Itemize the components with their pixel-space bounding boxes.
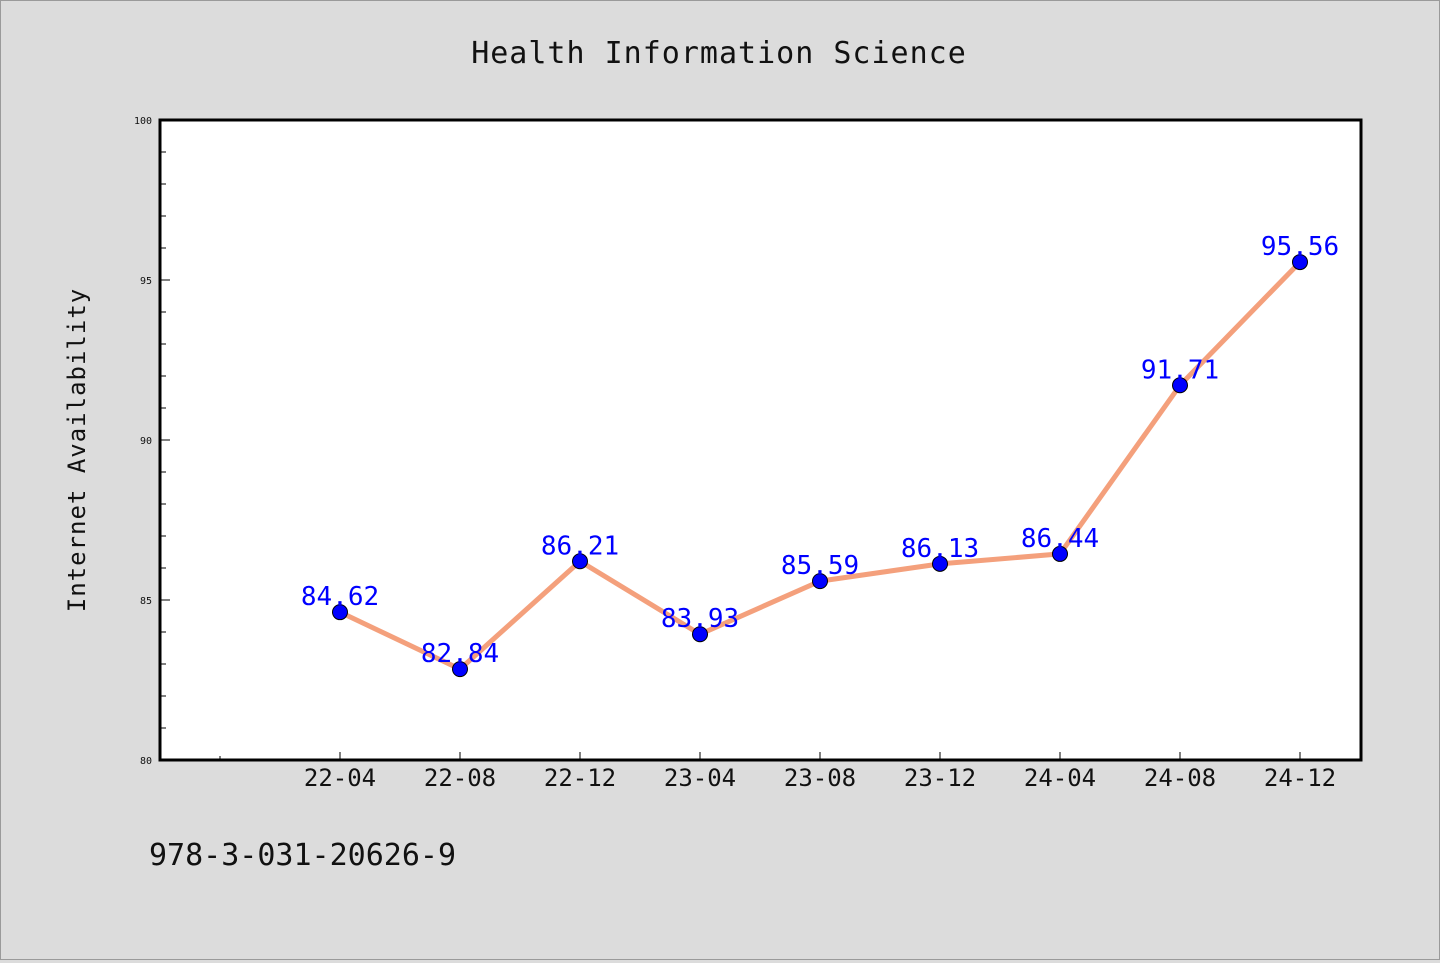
data-point-marker	[1292, 254, 1308, 271]
data-point-marker	[572, 553, 588, 570]
series-line-group: 84.62 82.84 86.21 83.93 85.59 86.13 86.44 91.71…	[301, 232, 1339, 678]
y-axis-label: Internet Availability	[63, 288, 91, 612]
data-point-marker	[452, 661, 468, 678]
y-tick-label: 100	[134, 116, 152, 127]
data-label: 84.62	[301, 582, 379, 612]
x-tick-label: 24-12	[1264, 764, 1336, 792]
y-tick-label: 90	[140, 436, 152, 447]
chart-title: Health Information Science	[471, 36, 967, 71]
data-point-marker	[1172, 377, 1188, 394]
x-axis: 22-04 22-08 22-12 23-04 23-08 23-12 24-04 24-08…	[219, 752, 1336, 792]
y-tick-label: 80	[140, 756, 152, 767]
data-label: 86.13	[901, 534, 979, 564]
data-point-marker	[812, 573, 828, 590]
y-tick-label: 95	[140, 276, 152, 287]
x-tick-label: 24-04	[1024, 764, 1096, 792]
x-tick-label: 23-04	[664, 764, 736, 792]
data-point-marker	[332, 604, 348, 621]
data-label: 83.93	[661, 604, 739, 634]
data-label: 86.44	[1021, 524, 1099, 554]
data-point-marker	[1052, 545, 1068, 562]
footer-identifier: 978-3-031-20626-9	[149, 838, 456, 873]
y-tick-label: 85	[140, 596, 152, 607]
y-axis: 80 85 90 95 100	[134, 116, 170, 767]
data-point-marker	[932, 555, 948, 572]
data-label: 95.56	[1261, 232, 1339, 262]
x-tick-label: 22-04	[304, 764, 376, 792]
x-tick-label: 24-08	[1144, 764, 1216, 792]
x-tick-label: 23-08	[784, 764, 856, 792]
x-tick-label: 22-12	[544, 764, 616, 792]
data-label: 82.84	[421, 639, 499, 669]
x-tick-label: 22-08	[424, 764, 496, 792]
data-label: 91.71	[1141, 355, 1219, 385]
data-label: 85.59	[781, 551, 859, 581]
data-point-marker	[692, 626, 708, 643]
plot-area	[158, 118, 1363, 762]
data-label: 86.21	[541, 531, 619, 561]
x-tick-label: 23-12	[904, 764, 976, 792]
